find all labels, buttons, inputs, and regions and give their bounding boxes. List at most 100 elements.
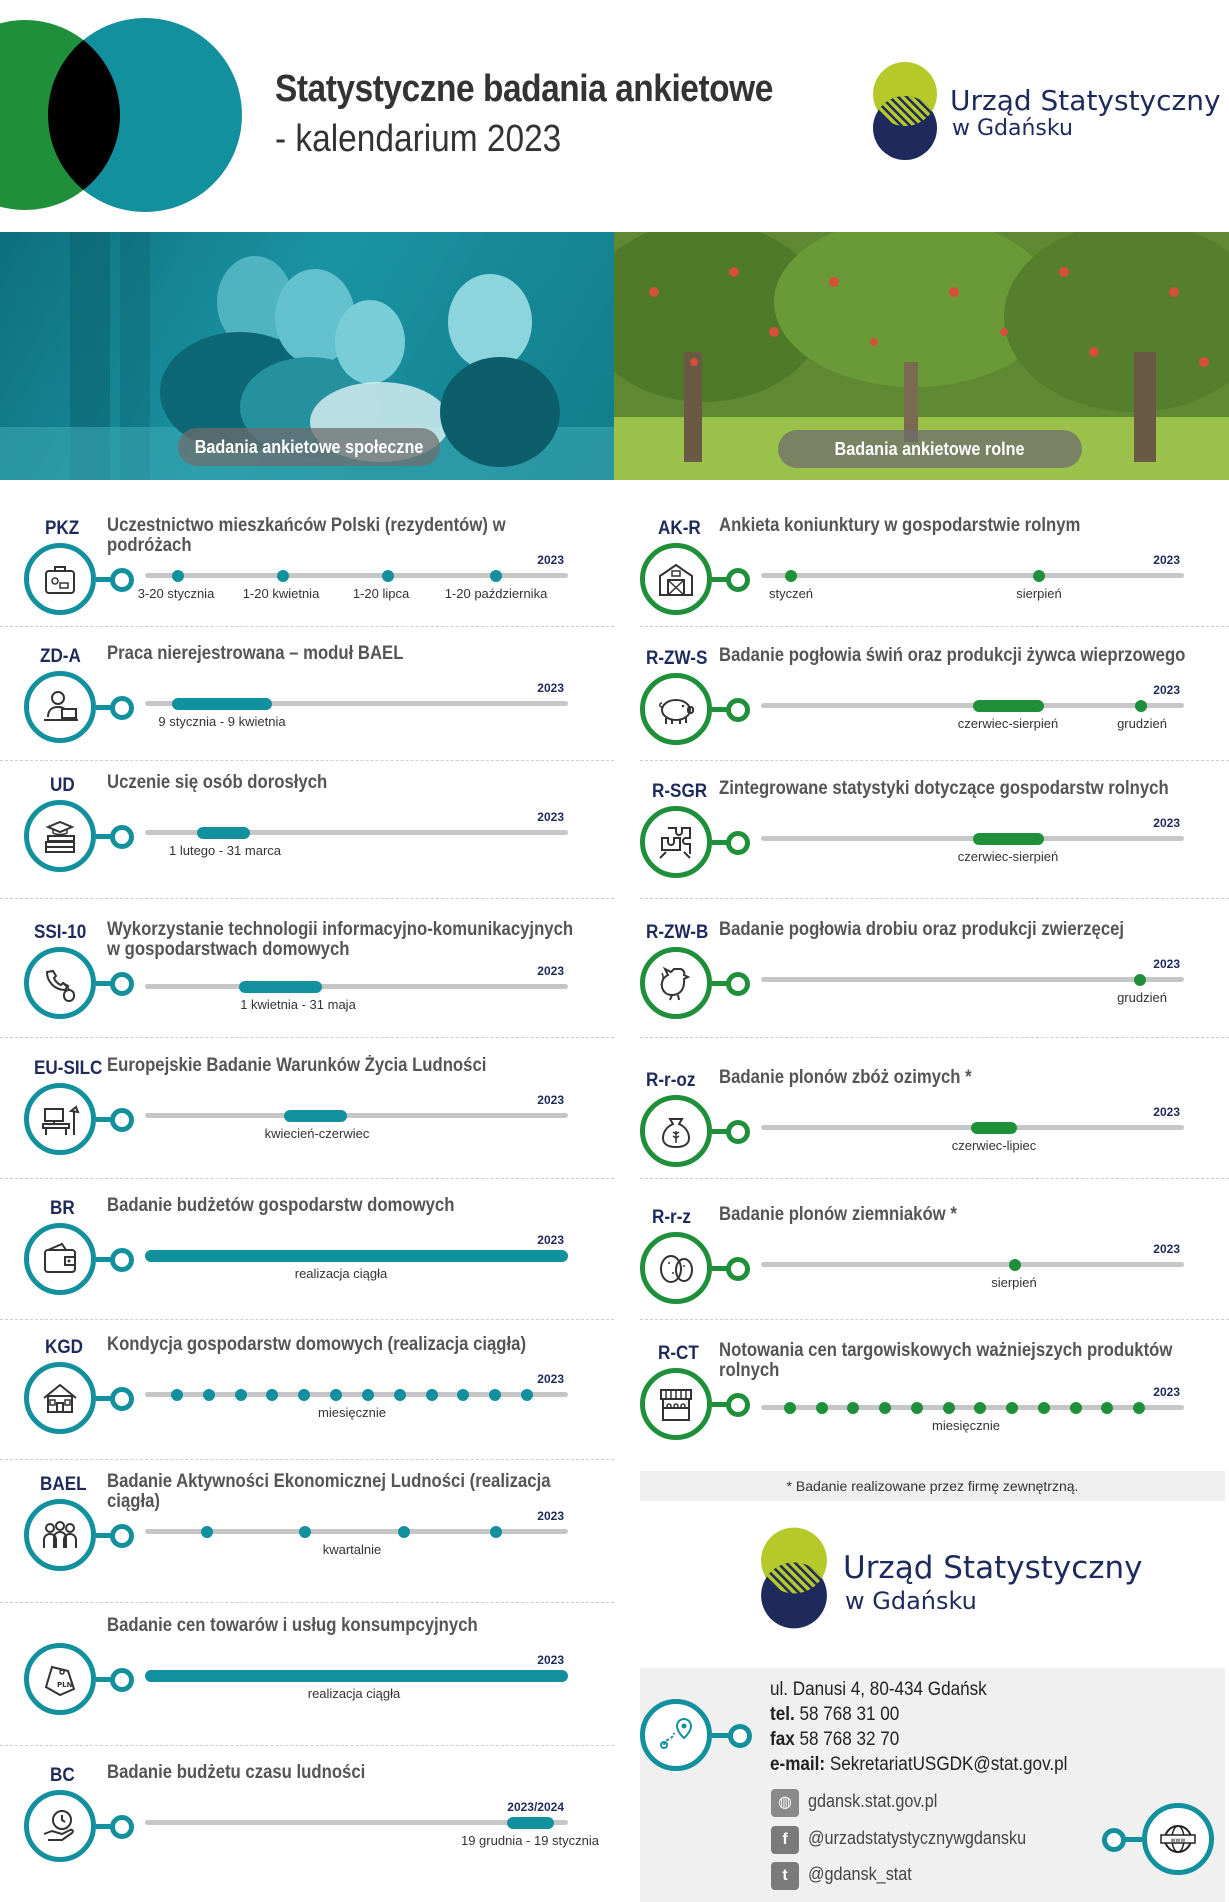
timeline-period-bar	[197, 826, 250, 839]
timeline-dot	[201, 1525, 213, 1538]
timeline-dot	[1069, 1401, 1082, 1414]
timeline-node	[726, 831, 750, 855]
social-survey-row: UD Uczenie się osób dorosłych 2023 1 lutego…	[0, 757, 614, 897]
social-survey-row: ZD-A Praca nierejestrowana – moduł BAEL 20…	[0, 628, 614, 768]
timeline-dot	[393, 1388, 406, 1401]
bottom-logo-name: Urząd Statystyczny	[843, 1550, 1143, 1586]
timeline-label: 1-20 lipca	[352, 586, 410, 601]
timeline-node	[110, 1248, 134, 1272]
timeline-label: 1-20 kwietnia	[242, 586, 320, 601]
web-globe-icon: www	[1142, 1803, 1214, 1875]
logo-icon	[873, 62, 937, 160]
social-survey-row: BAEL Badanie Aktywności Ekonomicznej Ludn…	[0, 1456, 614, 1596]
timeline-dot	[910, 1401, 923, 1414]
timeline-year: 2023	[537, 681, 564, 695]
timeline-label: 1 kwietnia - 31 maja	[240, 997, 356, 1012]
timeline-dot	[171, 1388, 183, 1401]
logo-name: Urząd Statystyczny	[950, 84, 1221, 117]
survey-title: Kondycja gospodarstw domowych (realizacj…	[107, 1334, 527, 1355]
timeline-period-bar	[971, 1121, 1017, 1134]
survey-title: Badanie budżetów gospodarstw domowych	[107, 1195, 455, 1216]
survey-code: R-r-oz	[646, 1070, 696, 1091]
timeline-year: 2023	[537, 810, 564, 824]
social-survey-row: KGD Kondycja gospodarstw domowych (realiz…	[0, 1319, 614, 1459]
timeline-dot	[521, 1388, 533, 1401]
svg-text:www: www	[1171, 1837, 1186, 1844]
social-survey-row: EU-SILC Europejskie Badanie Warunków Życi…	[0, 1040, 614, 1180]
survey-code: PKZ	[45, 518, 80, 539]
timeline-node	[110, 1815, 134, 1839]
timeline-dot	[847, 1401, 860, 1414]
bottom-logo-icon	[761, 1527, 827, 1629]
timeline-dot	[266, 1388, 279, 1401]
timeline-label: czerwiec-sierpień	[957, 849, 1059, 864]
timeline-dot	[457, 1388, 470, 1401]
timeline-track	[145, 1113, 568, 1118]
timeline-year: 2023	[537, 1653, 564, 1667]
timeline-track	[145, 830, 568, 835]
contact-email[interactable]: e-mail: SekretariatUSGDK@stat.gov.pl	[770, 1754, 1068, 1775]
timeline-node	[110, 696, 134, 720]
social-survey-row: BC Badanie budżetu czasu ludności 2023/202…	[0, 1747, 614, 1887]
timeline-year: 2023	[1153, 553, 1180, 567]
timeline-label: grudzień	[1117, 716, 1167, 731]
timeline-label: styczeń	[768, 586, 814, 601]
phone-mouse-icon	[24, 947, 96, 1019]
timeline-dot	[1101, 1401, 1114, 1414]
timeline-node	[726, 972, 750, 996]
survey-title: Badanie Aktywności Ekonomicznej Ludności…	[107, 1471, 551, 1512]
timeline-year: 2023	[1153, 957, 1180, 971]
social-survey-row: Badanie cen towarów i usług konsumpcyjny…	[0, 1600, 614, 1740]
survey-title: Badanie plonów zbóż ozimych *	[719, 1067, 972, 1088]
row-separator	[0, 898, 614, 899]
twitter-link[interactable]: @gdansk_stat	[808, 1864, 912, 1884]
timeline-node	[726, 1393, 750, 1417]
timeline-period-bar	[284, 1109, 347, 1122]
row-separator	[0, 760, 614, 761]
logo-city: w Gdańsku	[952, 116, 1073, 141]
timeline-label: czerwiec-lipiec	[951, 1138, 1037, 1153]
row-separator	[640, 1319, 1229, 1320]
website-link[interactable]: gdansk.stat.gov.pl	[808, 1791, 938, 1811]
survey-code: R-r-z	[652, 1207, 691, 1228]
timeline-year: 2023	[1153, 683, 1180, 697]
timeline-node	[110, 972, 134, 996]
survey-title: Badanie plonów ziemniaków *	[719, 1204, 957, 1225]
survey-code: AK-R	[658, 518, 701, 539]
row-separator	[640, 760, 1229, 761]
survey-title: Badanie pogłowia drobiu oraz produkcji z…	[719, 919, 1125, 940]
row-separator	[0, 1745, 614, 1746]
timeline-dot	[942, 1401, 955, 1414]
timeline-track	[145, 1529, 568, 1534]
survey-code: BC	[50, 1765, 75, 1786]
survey-code: R-ZW-B	[646, 922, 709, 943]
survey-code: BAEL	[40, 1474, 87, 1495]
barn-icon	[640, 543, 712, 615]
timeline-label: czerwiec-sierpień	[957, 716, 1059, 731]
timeline-label: sierpień	[1016, 586, 1062, 601]
survey-code: SSI-10	[34, 922, 87, 943]
desk-lamp-icon	[24, 1083, 96, 1155]
agri-survey-row: R-CT Notowania cen targowiskowych ważniej…	[614, 1325, 1228, 1465]
timeline-period-bar	[973, 699, 1044, 712]
footnote: * Badanie realizowane przez firmę zewnęt…	[640, 1471, 1225, 1501]
timeline-node	[726, 568, 750, 592]
agri-survey-row: R-SGR Zintegrowane statystyki dotyczące g…	[614, 763, 1228, 903]
timeline-node	[110, 1524, 134, 1548]
suitcase-icon	[24, 543, 96, 615]
timeline-track	[145, 1820, 568, 1825]
timeline-dot	[1009, 1258, 1021, 1271]
timeline-period-bar	[507, 1816, 554, 1829]
facebook-link[interactable]: @urzadstatystycznywgdansku	[808, 1828, 1027, 1848]
timeline-year: 2023	[1153, 816, 1180, 830]
row-separator	[0, 1459, 614, 1460]
rooster-icon	[640, 947, 712, 1019]
survey-title: Zintegrowane statystyki dotyczące gospod…	[719, 778, 1169, 799]
timeline-track	[761, 573, 1184, 578]
agri-survey-row: R-ZW-S Badanie pogłowia świń oraz produkc…	[614, 630, 1228, 770]
survey-title: Badanie budżetu czasu ludności	[107, 1762, 366, 1783]
timeline-year: 2023	[1153, 1105, 1180, 1119]
timeline-label: grudzień	[1117, 990, 1167, 1005]
survey-title: Praca nierejestrowana – moduł BAEL	[107, 643, 404, 664]
timeline-label: miesięcznie	[932, 1418, 1000, 1433]
